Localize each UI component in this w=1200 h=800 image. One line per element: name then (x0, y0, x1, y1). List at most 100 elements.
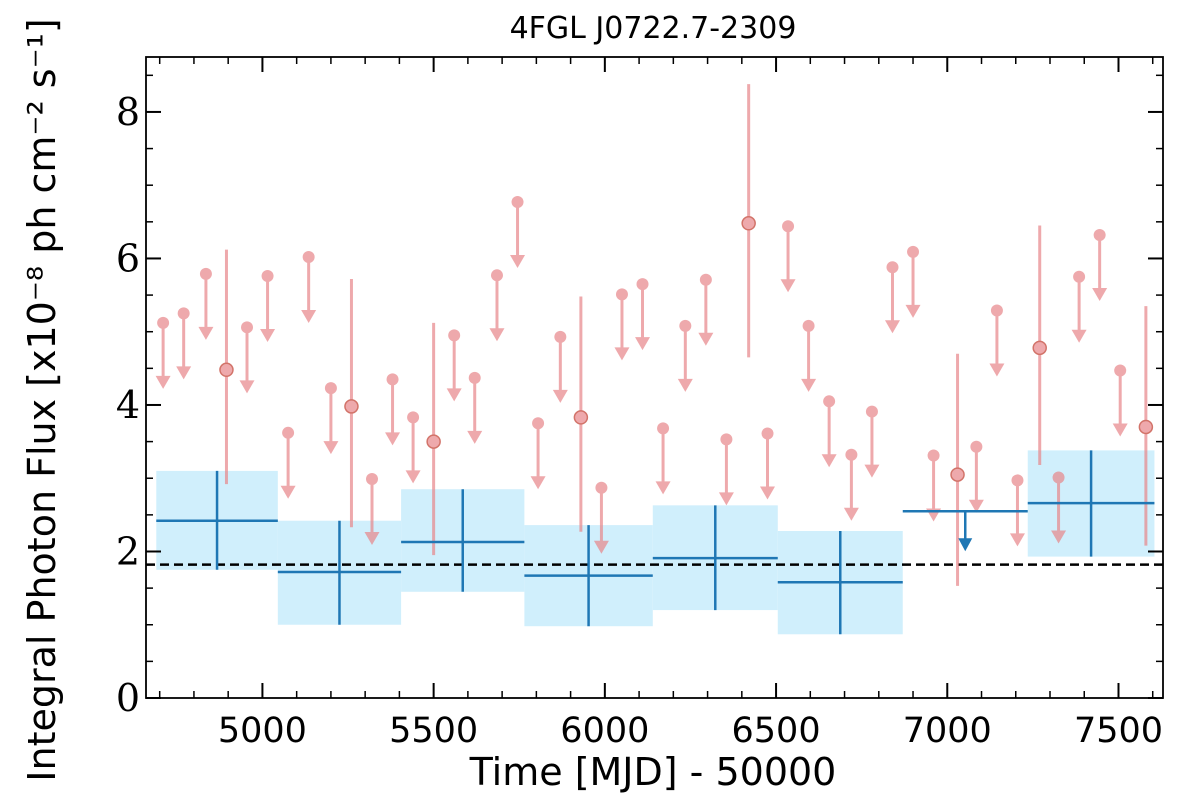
upper-limit-point (823, 395, 836, 408)
upper-limit-point (990, 304, 1003, 317)
short-bin-point (741, 216, 756, 231)
upper-limit-point (595, 481, 608, 494)
short-bin-upper-limit (1112, 364, 1128, 437)
short-bin-detection (1032, 225, 1047, 466)
upper-limit-arrow-head (843, 507, 859, 521)
upper-limit-arrow-head (614, 347, 630, 361)
upper-limit-arrow-head (239, 380, 255, 394)
short-bin-point (950, 467, 965, 482)
short-bin-upper-limit (364, 472, 380, 545)
short-bin-upper-limit (1009, 474, 1025, 547)
short-bin-upper-limit (760, 427, 775, 500)
plot-content (146, 84, 1163, 635)
upper-limit-arrow-head (198, 326, 214, 340)
short-bin-upper-limit (405, 411, 421, 484)
short-bin-point (573, 410, 589, 425)
short-bin-upper-limit (239, 321, 255, 394)
short-bin-point (344, 399, 359, 414)
upper-limit-point (199, 267, 212, 280)
short-bin-point (426, 434, 441, 449)
long-bin-detection (777, 530, 903, 635)
upper-limit-point (157, 316, 170, 329)
upper-limit-point (802, 319, 815, 332)
short-bin-upper-limit (698, 273, 714, 346)
upper-limit-arrow-head (635, 337, 651, 351)
short-bin-upper-limit (677, 319, 693, 392)
upper-limit-point (282, 426, 295, 439)
upper-limit-point (636, 278, 649, 291)
upper-limit-arrow-head (510, 255, 526, 269)
upper-limit-point (782, 220, 795, 233)
upper-limit-point (490, 269, 503, 282)
upper-limit-arrow-head (1092, 288, 1108, 302)
short-bin-upper-limit (989, 304, 1005, 377)
x-tick-label: 6000 (560, 711, 649, 751)
short-bin-upper-limit (1051, 471, 1067, 544)
upper-limit-arrow-head (280, 485, 296, 499)
y-tick-label: 4 (116, 383, 140, 427)
upper-limit-arrow-head (593, 540, 609, 554)
short-bin-detection (426, 322, 441, 556)
long-bin-detection (277, 520, 402, 625)
upper-limit-point (261, 270, 274, 283)
upper-limit-arrow-head (176, 366, 192, 380)
x-tick-label: 7500 (1074, 711, 1163, 751)
short-bin-upper-limit (821, 395, 837, 468)
short-bin-upper-limit (301, 250, 317, 323)
upper-limit-arrow-head (530, 476, 546, 490)
upper-limit-arrow-head (989, 363, 1005, 377)
upper-limit-arrow-head (1112, 423, 1128, 437)
upper-limit-point (720, 433, 733, 446)
upper-limit-arrow-head (446, 388, 462, 402)
upper-limit-arrow-head (467, 430, 483, 444)
upper-limit-arrow-head (260, 329, 276, 343)
short-bin-upper-limit (884, 261, 900, 334)
upper-limit-point (761, 427, 774, 440)
upper-limit-point (907, 245, 920, 258)
short-bin-upper-limit (467, 371, 483, 444)
short-bin-upper-limit (635, 278, 651, 351)
upper-limit-point (468, 371, 481, 384)
y-tick-label: 0 (116, 676, 140, 720)
short-bin-upper-limit (489, 269, 505, 342)
upper-limit-point (927, 449, 940, 462)
short-bin-upper-limit (385, 373, 401, 446)
short-bin-upper-limit (718, 433, 734, 506)
upper-limit-arrow-head (780, 279, 796, 293)
upper-limit-arrow-head (718, 492, 734, 506)
upper-limit-arrow-head (821, 454, 837, 468)
upper-limit-point (886, 261, 899, 274)
upper-limit-point (366, 472, 378, 485)
upper-limit-point (532, 417, 545, 430)
upper-limit-arrow-head (801, 378, 817, 392)
upper-limit-arrow-head (677, 378, 693, 392)
short-bin-point (1032, 340, 1047, 356)
short-bin-upper-limit (552, 330, 568, 403)
upper-limit-point (177, 307, 190, 320)
upper-limit-point (1093, 229, 1106, 242)
upper-limit-point (511, 196, 524, 209)
upper-limit-arrow-head (698, 332, 714, 346)
short-bin-detection (573, 296, 589, 532)
upper-limit-point (324, 382, 337, 395)
short-bin-upper-limit (1092, 229, 1108, 302)
upper-limit-arrow-head (385, 432, 401, 446)
short-bin-upper-limit (614, 288, 630, 361)
y-tick-label: 2 (116, 529, 140, 573)
short-bin-point (219, 362, 234, 378)
upper-limit-arrow-head (864, 464, 880, 478)
plot-frame (145, 56, 1164, 699)
short-bin-detection (219, 249, 234, 485)
upper-limit-arrow-head (301, 309, 317, 323)
upper-limit-point (699, 273, 712, 286)
upper-limit-point (386, 373, 399, 386)
x-axis-label: Time [MJD] - 50000 (469, 750, 837, 794)
upper-limit-arrow-head (364, 531, 380, 545)
upper-limit-arrow-head (489, 328, 505, 342)
short-bin-detection (950, 353, 965, 586)
upper-limit-point (1073, 270, 1086, 283)
short-bin-upper-limit (655, 422, 671, 495)
short-bin-upper-limit (968, 440, 984, 513)
short-bin-upper-limit (446, 329, 462, 402)
